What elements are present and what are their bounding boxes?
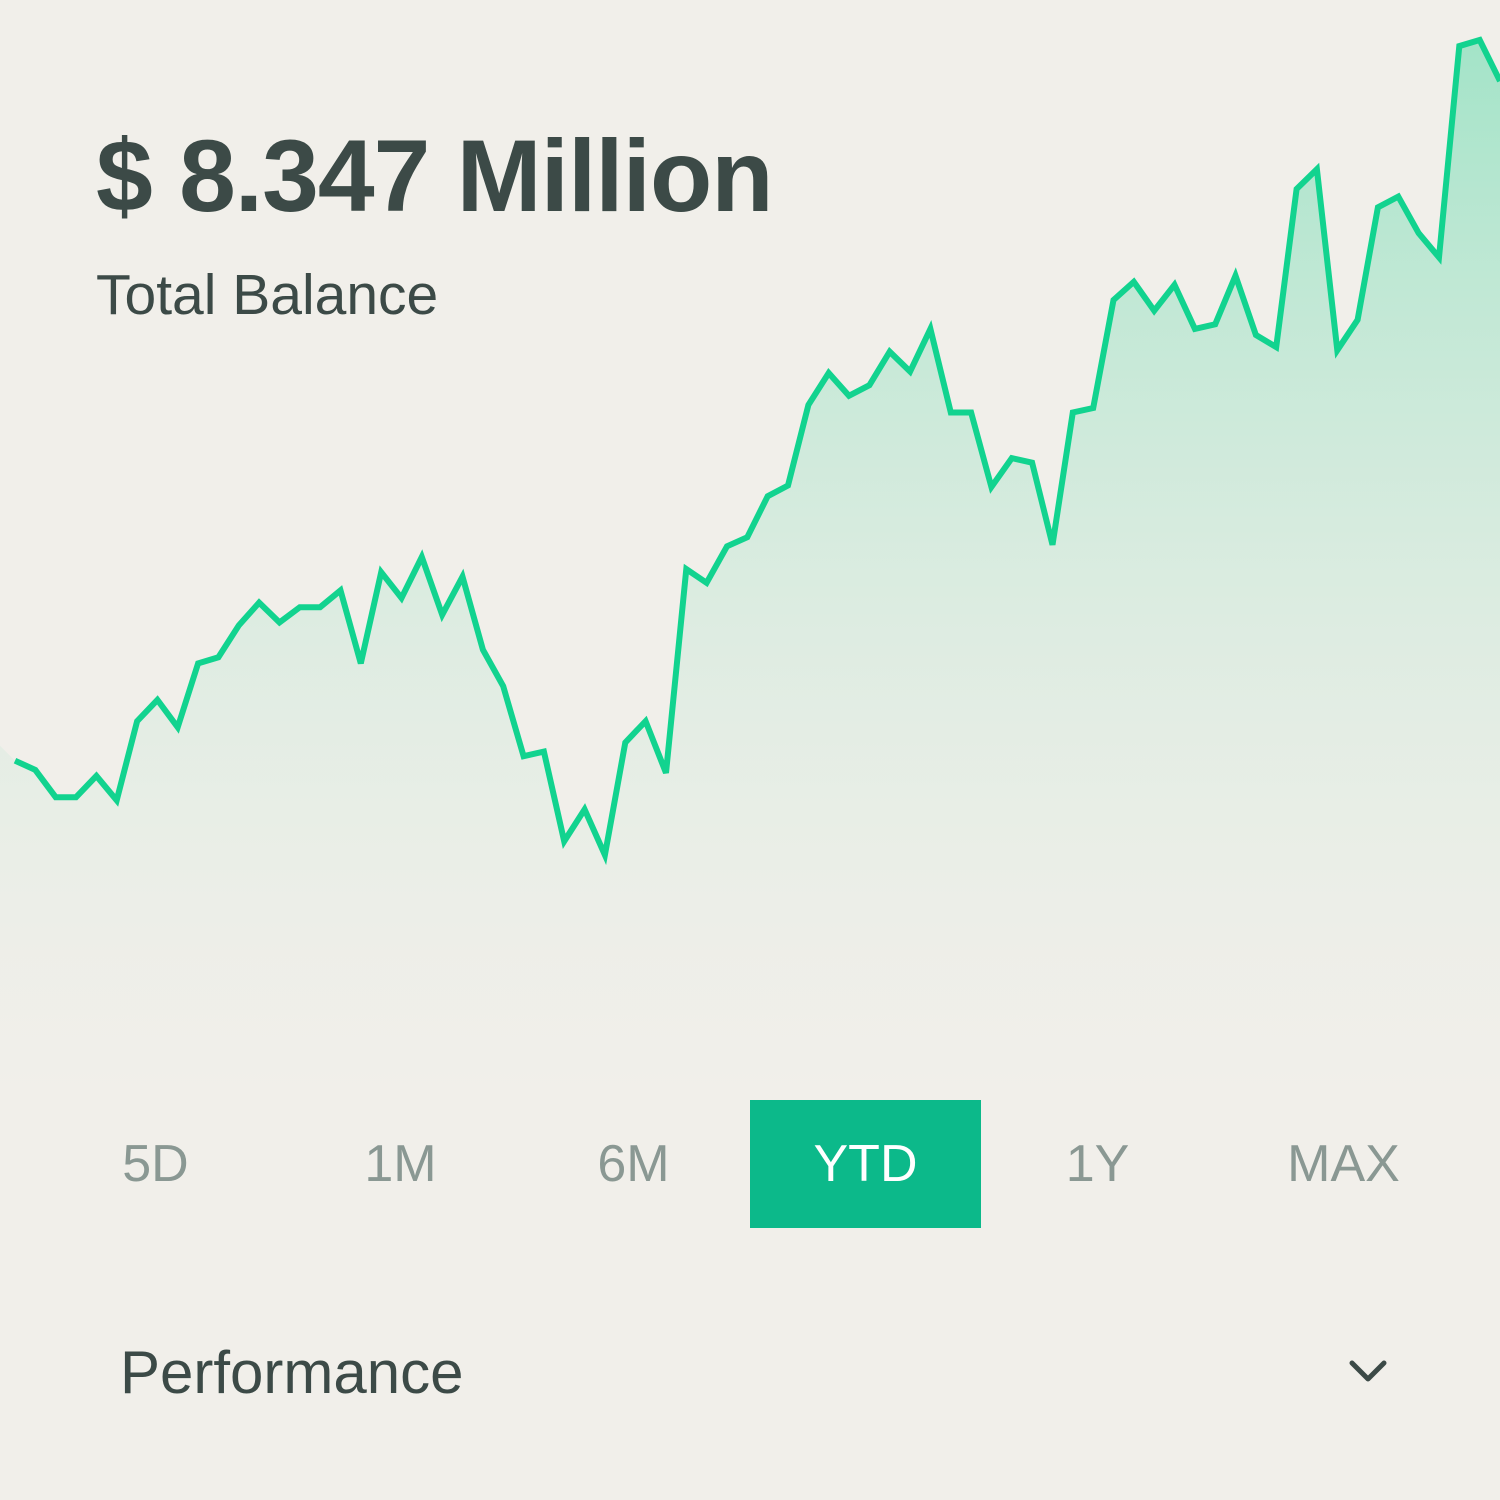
balance-amount: $ 8.347 Million xyxy=(96,119,774,233)
performance-label: Performance xyxy=(120,1338,464,1406)
chart-line xyxy=(13,36,1500,866)
tab-max[interactable]: MAX xyxy=(1287,1135,1400,1193)
tab-ytd[interactable]: YTD xyxy=(750,1100,981,1228)
range-tabs: 5D 1M 6M YTD 1Y MAX xyxy=(40,1100,1460,1228)
performance-toggle[interactable]: Performance xyxy=(120,1330,1390,1414)
tab-1y[interactable]: 1Y xyxy=(1065,1135,1130,1193)
balance-label: Total Balance xyxy=(96,263,439,327)
tab-5d[interactable]: 5D xyxy=(122,1135,189,1193)
tab-6m[interactable]: 6M xyxy=(597,1135,670,1193)
chevron-down-icon xyxy=(1346,1350,1390,1394)
chart-area xyxy=(0,40,1500,1100)
tab-1m[interactable]: 1M xyxy=(364,1135,437,1193)
